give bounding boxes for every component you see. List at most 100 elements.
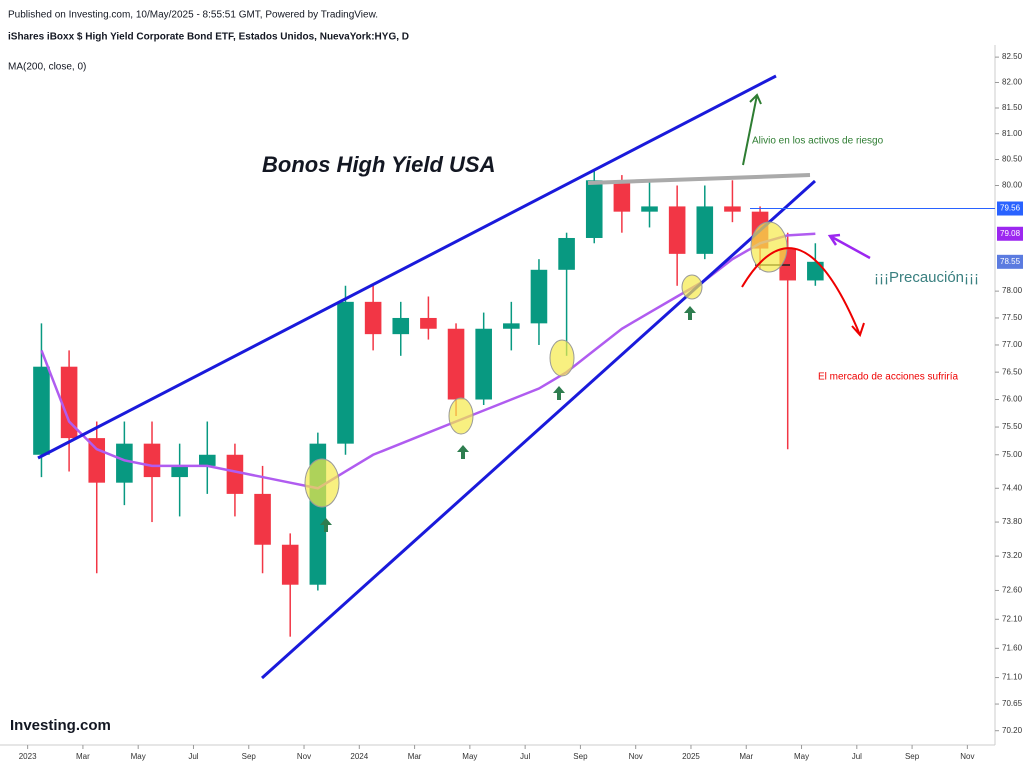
y-tick-label: 81.00 [1002,129,1023,138]
x-tick-label: May [462,752,477,761]
y-tick-label: 70.20 [1002,726,1023,735]
circle [750,221,788,273]
logo: Investing.com [10,717,111,734]
x-tick-label: Sep [242,752,257,761]
candle-body [60,366,78,439]
candle-body [420,317,437,329]
circle [448,397,474,435]
candle-body [641,206,658,212]
x-tick-label: Jul [520,752,530,761]
candle-body [226,454,244,494]
circle [304,458,340,508]
candle-body [613,180,631,212]
chart-title: Bonos High Yield USA [262,152,495,177]
price-label-box [997,201,1023,216]
y-tick-label: 75.00 [1002,450,1023,459]
x-tick-label: Nov [297,752,311,761]
price-label: 78.55 [1000,257,1021,266]
candle-body [33,366,50,455]
y-tick-label: 82.50 [1002,52,1023,61]
upper-trendline [37,74,777,460]
candle-body [143,443,161,478]
price-label-box [997,254,1023,269]
annotation: El mercado de acciones sufriría [818,372,959,383]
y-tick-label: 80.00 [1002,181,1023,190]
price-label: 79.08 [1000,229,1021,238]
y-tick-label: 71.10 [1002,673,1023,682]
candle-body [199,454,216,466]
y-tick-label: 73.20 [1002,551,1023,560]
y-tick-label: 77.00 [1002,340,1023,349]
y-tick-label: 72.10 [1002,614,1023,623]
resistance-line [587,173,811,185]
annotation: Alivio en los activos de riesgo [752,136,884,147]
lower-trendline [260,179,817,680]
y-tick-label: 82.00 [1002,78,1023,87]
candle-body [392,317,410,335]
candle-body [281,544,299,585]
candle-body [585,180,603,238]
y-tick-label: 77.50 [1002,313,1023,322]
candle-body [558,237,575,270]
y-tick-label: 75.50 [1002,422,1023,431]
x-tick-label: Sep [905,752,920,761]
y-tick-label: 81.50 [1002,103,1023,112]
arrow [457,445,469,459]
candle-body [503,323,520,329]
candle-body [724,206,741,212]
x-tick-label: 2023 [19,752,37,761]
x-tick-label: 2024 [350,752,368,761]
x-tick-label: May [131,752,146,761]
x-tick-label: Nov [629,752,643,761]
x-tick-label: 2025 [682,752,700,761]
y-tick-label: 78.00 [1002,286,1023,295]
y-tick-label: 80.50 [1002,155,1023,164]
candle-body [696,206,714,254]
candle-body [171,465,188,478]
symbol-title: iShares iBoxx $ High Yield Corporate Bon… [8,32,409,43]
candle-body [807,261,824,281]
x-tick-label: Sep [573,752,588,761]
published-note: Published on Investing.com, 10/May/2025 … [8,10,378,21]
arrow [553,386,565,400]
x-tick-label: Nov [960,752,974,761]
y-tick-label: 72.60 [1002,586,1023,595]
candle-body [447,328,465,400]
x-tick-label: Mar [76,752,90,761]
price-label-box [997,226,1023,241]
y-tick-label: 71.60 [1002,643,1023,652]
x-tick-label: Jul [852,752,862,761]
y-tick-label: 74.40 [1002,483,1023,492]
circle [681,274,703,300]
x-tick-label: Mar [739,752,753,761]
arrow [684,306,696,320]
relief-arrow [742,93,762,166]
y-tick-label: 73.80 [1002,517,1023,526]
x-tick-label: May [794,752,809,761]
candle-body [116,443,133,483]
arrow [320,518,332,532]
ma-legend: MA(200, close, 0) [8,62,86,73]
y-tick-label: 76.50 [1002,367,1023,376]
circle [549,339,575,377]
candle-body [364,301,382,335]
drop-arrow [741,247,865,337]
circles [304,221,788,508]
x-tick-label: Jul [188,752,198,761]
candle-body [530,269,548,324]
candle-body [337,301,354,444]
candle-body [88,438,106,483]
price-label: 79.56 [1000,204,1021,213]
y-tick-label: 70.65 [1002,699,1023,708]
candle-body [254,493,271,545]
up-arrows [320,306,696,532]
annotation: ¡¡¡Precaución¡¡¡ [874,269,979,286]
candle-body [475,328,492,400]
candle-body [668,206,686,254]
drawings [37,74,871,680]
y-tick-label: 76.00 [1002,395,1023,404]
x-tick-label: Mar [408,752,422,761]
caution-arrow [827,233,871,260]
